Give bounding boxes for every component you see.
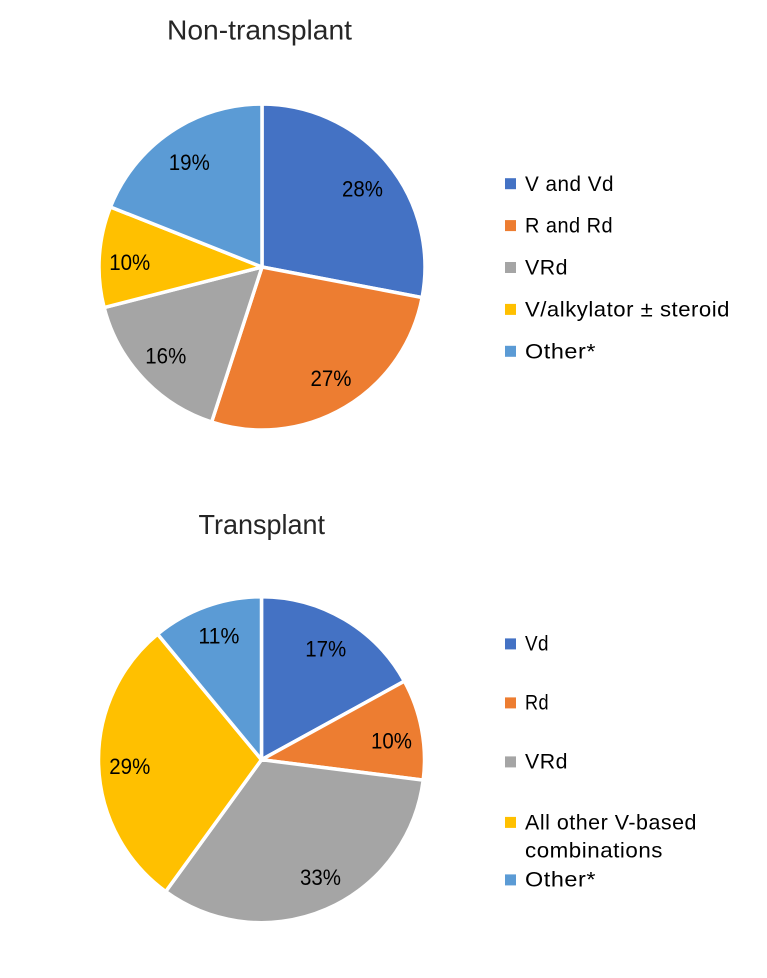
- svg-text:29%: 29%: [109, 754, 150, 779]
- svg-text:VRd: VRd: [525, 751, 568, 774]
- svg-text:33%: 33%: [300, 865, 341, 890]
- svg-text:Vd: Vd: [525, 633, 549, 656]
- svg-text:R and Rd: R and Rd: [525, 215, 613, 238]
- svg-text:Transplant: Transplant: [199, 509, 326, 540]
- svg-text:10%: 10%: [109, 250, 150, 275]
- svg-text:combinations: combinations: [525, 840, 663, 863]
- svg-text:Other*: Other*: [525, 340, 596, 363]
- svg-text:VRd: VRd: [525, 257, 568, 280]
- svg-text:27%: 27%: [311, 366, 352, 391]
- svg-text:Rd: Rd: [525, 692, 549, 715]
- svg-text:V/alkylator ± steroid: V/alkylator ± steroid: [525, 299, 730, 322]
- svg-text:28%: 28%: [342, 177, 383, 202]
- svg-text:All other V-based: All other V-based: [525, 811, 697, 834]
- svg-text:19%: 19%: [169, 150, 210, 175]
- svg-text:10%: 10%: [371, 729, 412, 754]
- svg-text:17%: 17%: [305, 637, 346, 662]
- svg-text:11%: 11%: [198, 624, 239, 649]
- svg-text:Other*: Other*: [525, 869, 596, 892]
- svg-text:V and Vd: V and Vd: [525, 173, 614, 196]
- svg-text:Non-transplant: Non-transplant: [167, 15, 352, 46]
- svg-text:16%: 16%: [145, 344, 186, 369]
